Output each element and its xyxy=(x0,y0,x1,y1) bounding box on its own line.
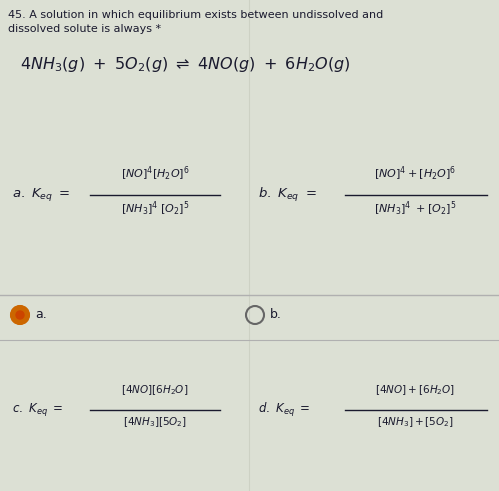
Text: $[NO]^4[H_2O]^6$: $[NO]^4[H_2O]^6$ xyxy=(121,164,189,183)
Text: $[4NH_3]+[5O_2]$: $[4NH_3]+[5O_2]$ xyxy=(377,415,454,429)
Text: $a.\ K_{eq}\ =$: $a.\ K_{eq}\ =$ xyxy=(12,187,70,203)
Circle shape xyxy=(16,311,24,319)
Text: $[4NH_3][5O_2]$: $[4NH_3][5O_2]$ xyxy=(123,415,187,429)
Circle shape xyxy=(11,306,29,324)
Text: a.: a. xyxy=(35,308,47,322)
Text: $[NO]^4+[H_2O]^6$: $[NO]^4+[H_2O]^6$ xyxy=(374,164,456,183)
Text: $[NH_3]^4\ [O_2]^5$: $[NH_3]^4\ [O_2]^5$ xyxy=(121,200,189,218)
Text: dissolved solute is always *: dissolved solute is always * xyxy=(8,24,161,34)
Text: $c.\ K_{eq}\ =$: $c.\ K_{eq}\ =$ xyxy=(12,402,63,418)
Text: $d.\ K_{eq}\ =$: $d.\ K_{eq}\ =$ xyxy=(258,401,310,419)
Text: 45. A solution in which equilibrium exists between undissolved and: 45. A solution in which equilibrium exis… xyxy=(8,10,383,20)
Text: $4NH_3(g)\ +\ 5O_2(g)\ \rightleftharpoons\ 4NO(g)\ +\ 6H_2O(g)$: $4NH_3(g)\ +\ 5O_2(g)\ \rightleftharpoon… xyxy=(20,55,350,74)
Text: $[4NO]+[6H_2O]$: $[4NO]+[6H_2O]$ xyxy=(375,383,455,397)
Text: $[NH_3]^4\ +[O_2]^5$: $[NH_3]^4\ +[O_2]^5$ xyxy=(374,200,456,218)
Text: $b.\ K_{eq}\ =$: $b.\ K_{eq}\ =$ xyxy=(258,186,317,204)
Text: $[4NO][6H_2O]$: $[4NO][6H_2O]$ xyxy=(121,383,189,397)
Text: b.: b. xyxy=(270,308,282,322)
